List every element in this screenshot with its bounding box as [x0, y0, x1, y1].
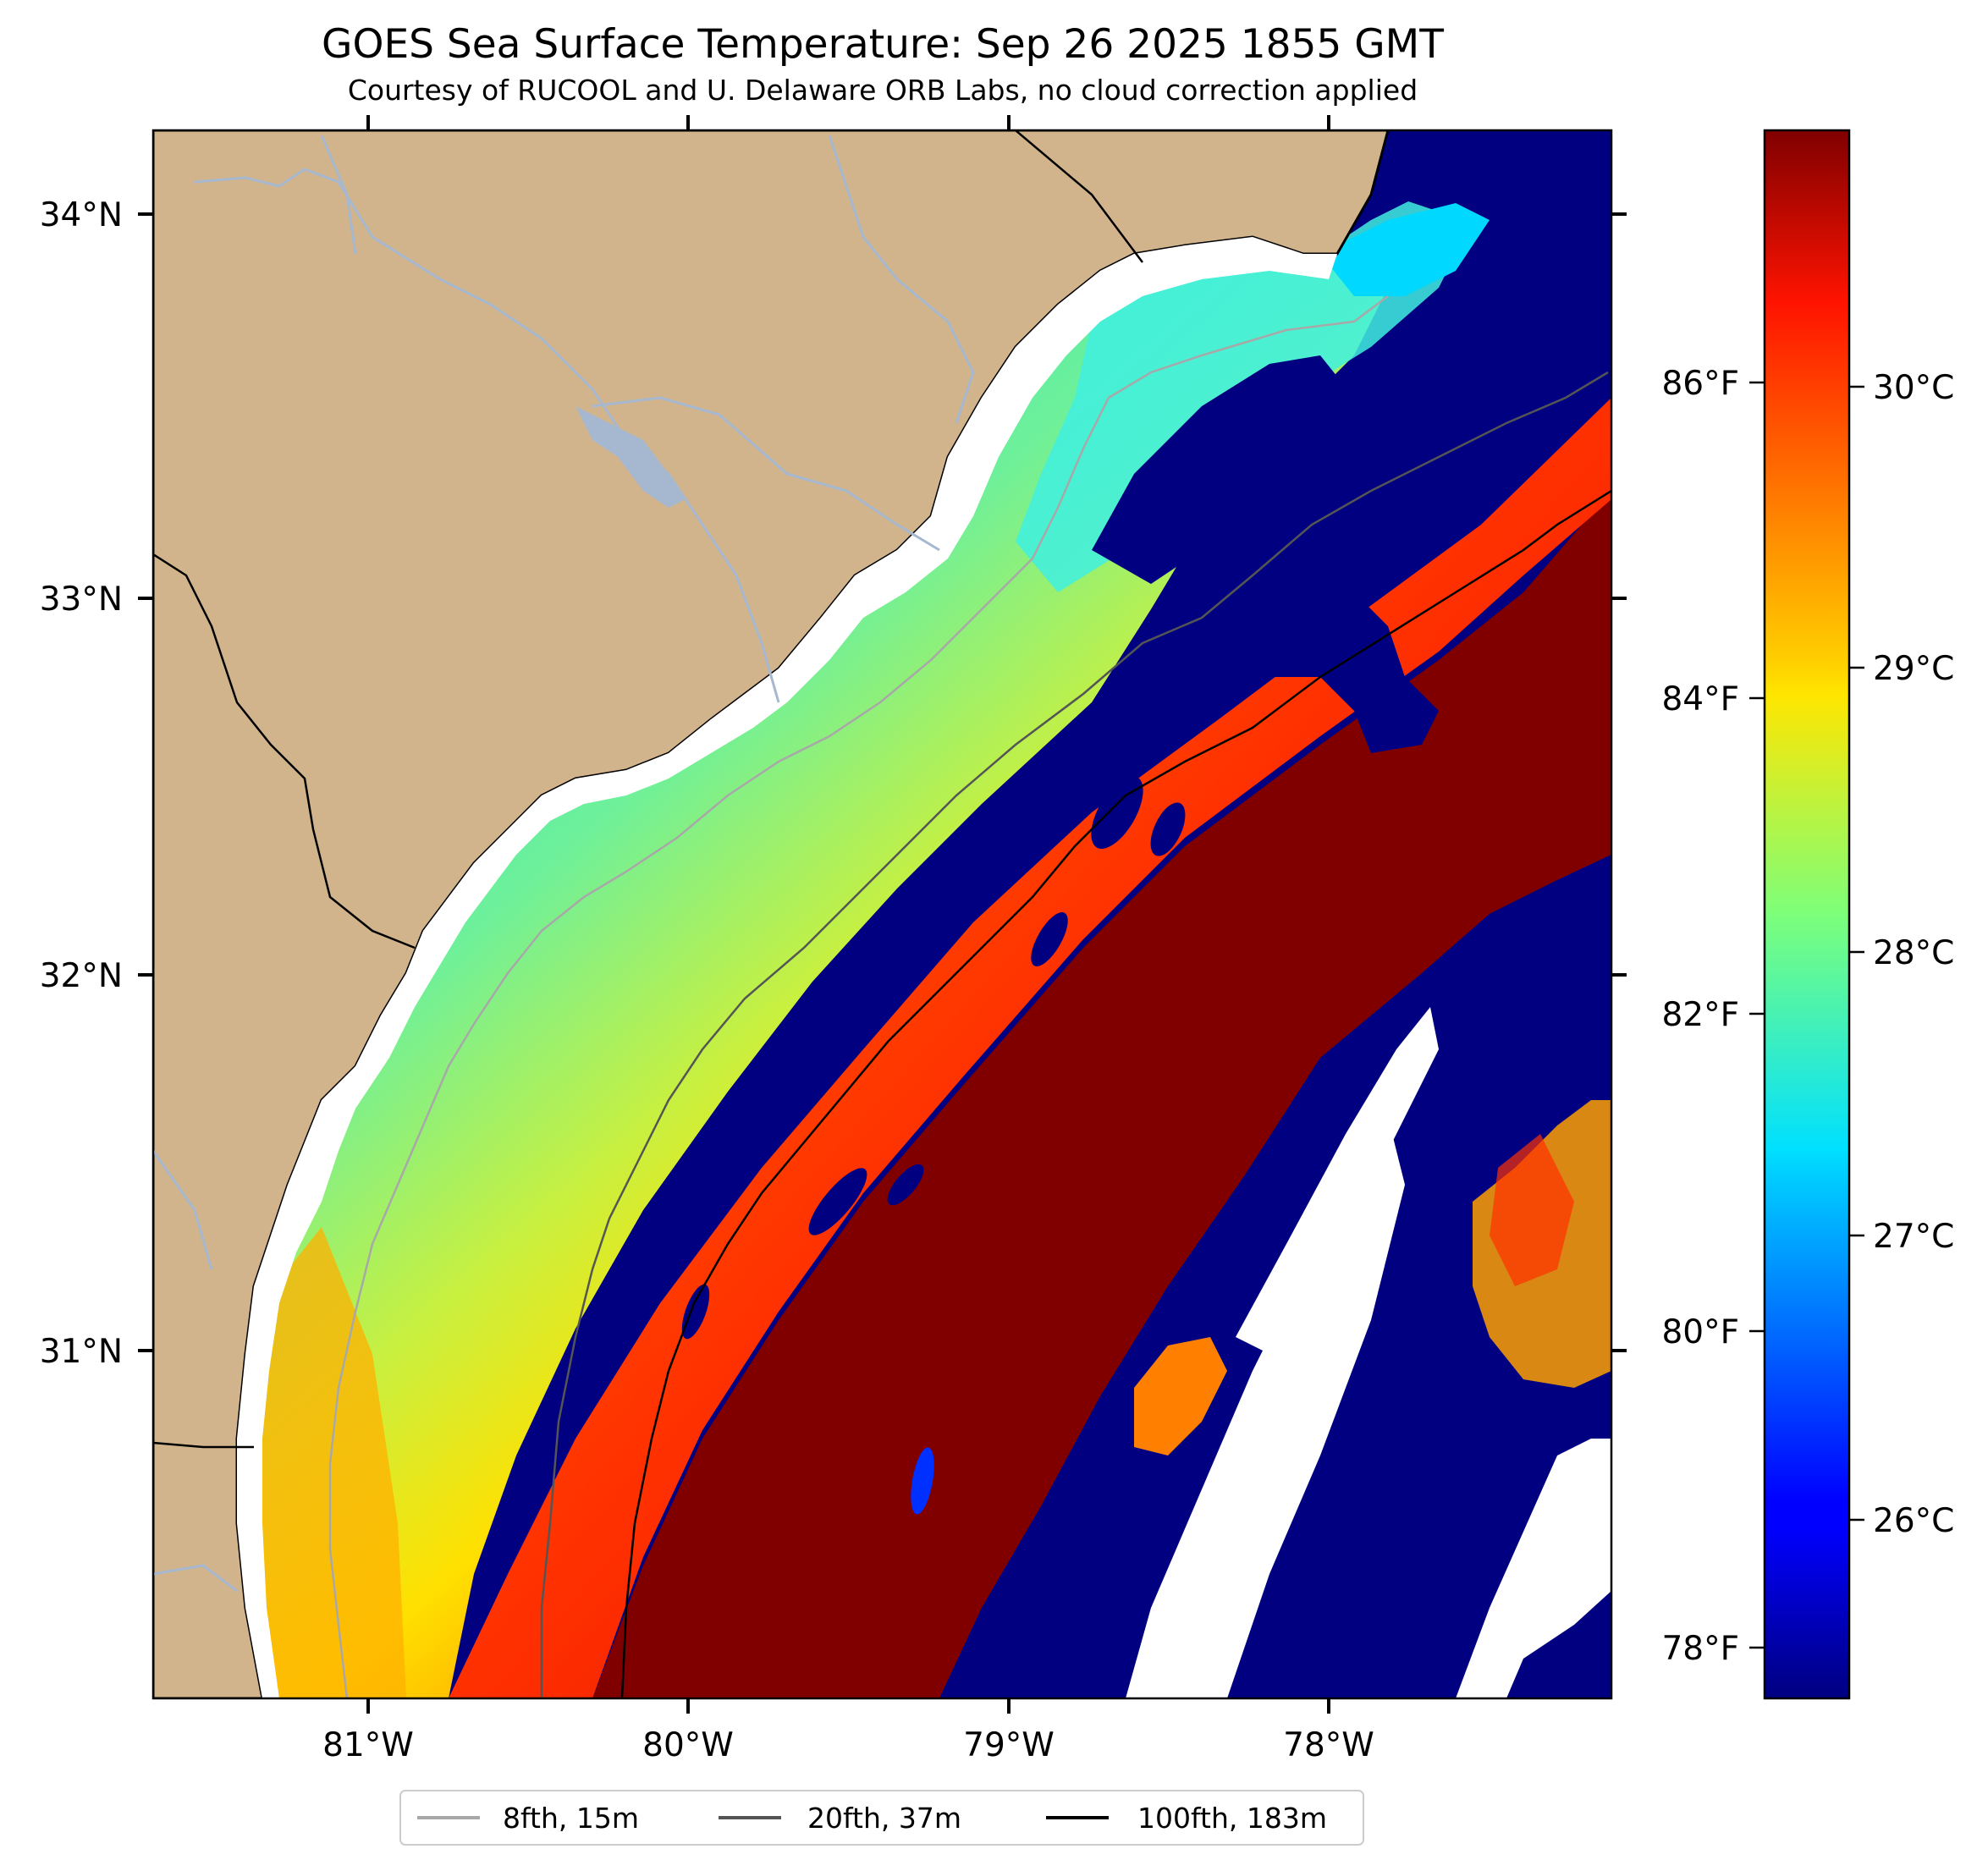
ga-fl-border — [153, 1441, 254, 1449]
nc-sc-border — [1015, 130, 1143, 263]
cbar-f-80: 80°F — [1661, 1313, 1739, 1351]
cold-patch-central — [1253, 592, 1439, 753]
map-frame — [151, 129, 1613, 1700]
cold-eddy-1 — [1091, 776, 1143, 849]
warm-eddy — [1134, 1337, 1227, 1456]
cbar-c-27: 27°C — [1873, 1218, 1954, 1256]
legend-box — [399, 1790, 1364, 1846]
cold-eddy-4 — [808, 1168, 867, 1235]
river-1 — [194, 168, 780, 703]
lat-ticks-right — [1611, 212, 1627, 1352]
cbar-f-84: 84°F — [1661, 680, 1739, 718]
isobath-20fth — [540, 371, 1609, 1698]
colorbar-ticks-celsius — [1849, 385, 1864, 1522]
no-data-streak-1 — [1236, 1007, 1439, 1354]
no-data-streak-2 — [1126, 1117, 1405, 1698]
cold-eddy-5 — [887, 1164, 924, 1206]
colorbar-ticks-fahrenheit — [1749, 381, 1765, 1649]
nearshore-warm — [245, 1227, 406, 1698]
map-title: GOES Sea Surface Temperature: Sep 26 202… — [322, 21, 1444, 68]
lon-label-79: 79°W — [963, 1726, 1055, 1764]
lat-label-32: 32°N — [40, 957, 123, 995]
gulf-stream-core — [592, 491, 1611, 1698]
lat-label-31: 31°N — [40, 1333, 123, 1371]
no-data-streak-3 — [1126, 1566, 1219, 1698]
cbar-f-78: 78°F — [1661, 1630, 1739, 1668]
legend-label-8fth: 8fth, 15m — [503, 1802, 639, 1835]
state-borders — [153, 130, 1143, 1449]
legend-label-100fth: 100fth, 183m — [1137, 1802, 1327, 1835]
lake-marion — [575, 406, 686, 508]
cold-eddy-3 — [1031, 912, 1068, 966]
sc-ga-border — [153, 553, 416, 949]
warm-filament-east-core — [1490, 1134, 1574, 1286]
cbar-f-86: 86°F — [1661, 365, 1739, 403]
lon-label-80: 80°W — [642, 1726, 734, 1764]
cyan-patch — [1320, 203, 1490, 296]
cold-patch-northeast — [1354, 130, 1611, 398]
colorbar — [1763, 129, 1851, 1700]
lon-ticks-bottom — [366, 1698, 1330, 1714]
cold-eddy-6 — [681, 1284, 710, 1340]
legend: 8fth, 15m 20fth, 37m 100fth, 183m — [399, 1790, 1364, 1846]
map-area[interactable] — [153, 130, 1611, 1698]
river-5 — [153, 1150, 213, 1270]
lon-label-78: 78°W — [1283, 1726, 1374, 1764]
lat-ticks-left — [138, 212, 153, 1352]
cbar-c-29: 29°C — [1873, 650, 1954, 688]
isobath-100fth — [620, 489, 1611, 1698]
thermal-front — [449, 398, 1611, 1698]
cbar-c-30: 30°C — [1873, 369, 1954, 407]
isobath-8fth — [328, 295, 1389, 1698]
river-4 — [320, 135, 357, 255]
lat-label-34: 34°N — [40, 196, 123, 234]
legend-label-20fth: 20fth, 37m — [807, 1802, 961, 1835]
river-3 — [828, 135, 975, 424]
rivers — [153, 135, 975, 1593]
cold-patch-north — [1092, 355, 1354, 584]
shelf-water — [245, 254, 1388, 1698]
lon-ticks-top — [366, 115, 1330, 130]
cold-eddy-2 — [1150, 802, 1186, 856]
lat-label-33: 33°N — [40, 581, 123, 619]
cbar-f-82: 82°F — [1661, 996, 1739, 1034]
cbar-c-28: 28°C — [1873, 934, 1954, 972]
river-2 — [592, 396, 940, 552]
map-subtitle: Courtesy of RUCOOL and U. Delaware ORB L… — [348, 74, 1418, 107]
lon-label-81: 81°W — [322, 1726, 414, 1764]
cbar-c-26: 26°C — [1873, 1502, 1954, 1540]
no-data-streak-4 — [1456, 1439, 1611, 1698]
cold-eddy-7 — [911, 1447, 934, 1515]
river-6 — [153, 1564, 238, 1593]
